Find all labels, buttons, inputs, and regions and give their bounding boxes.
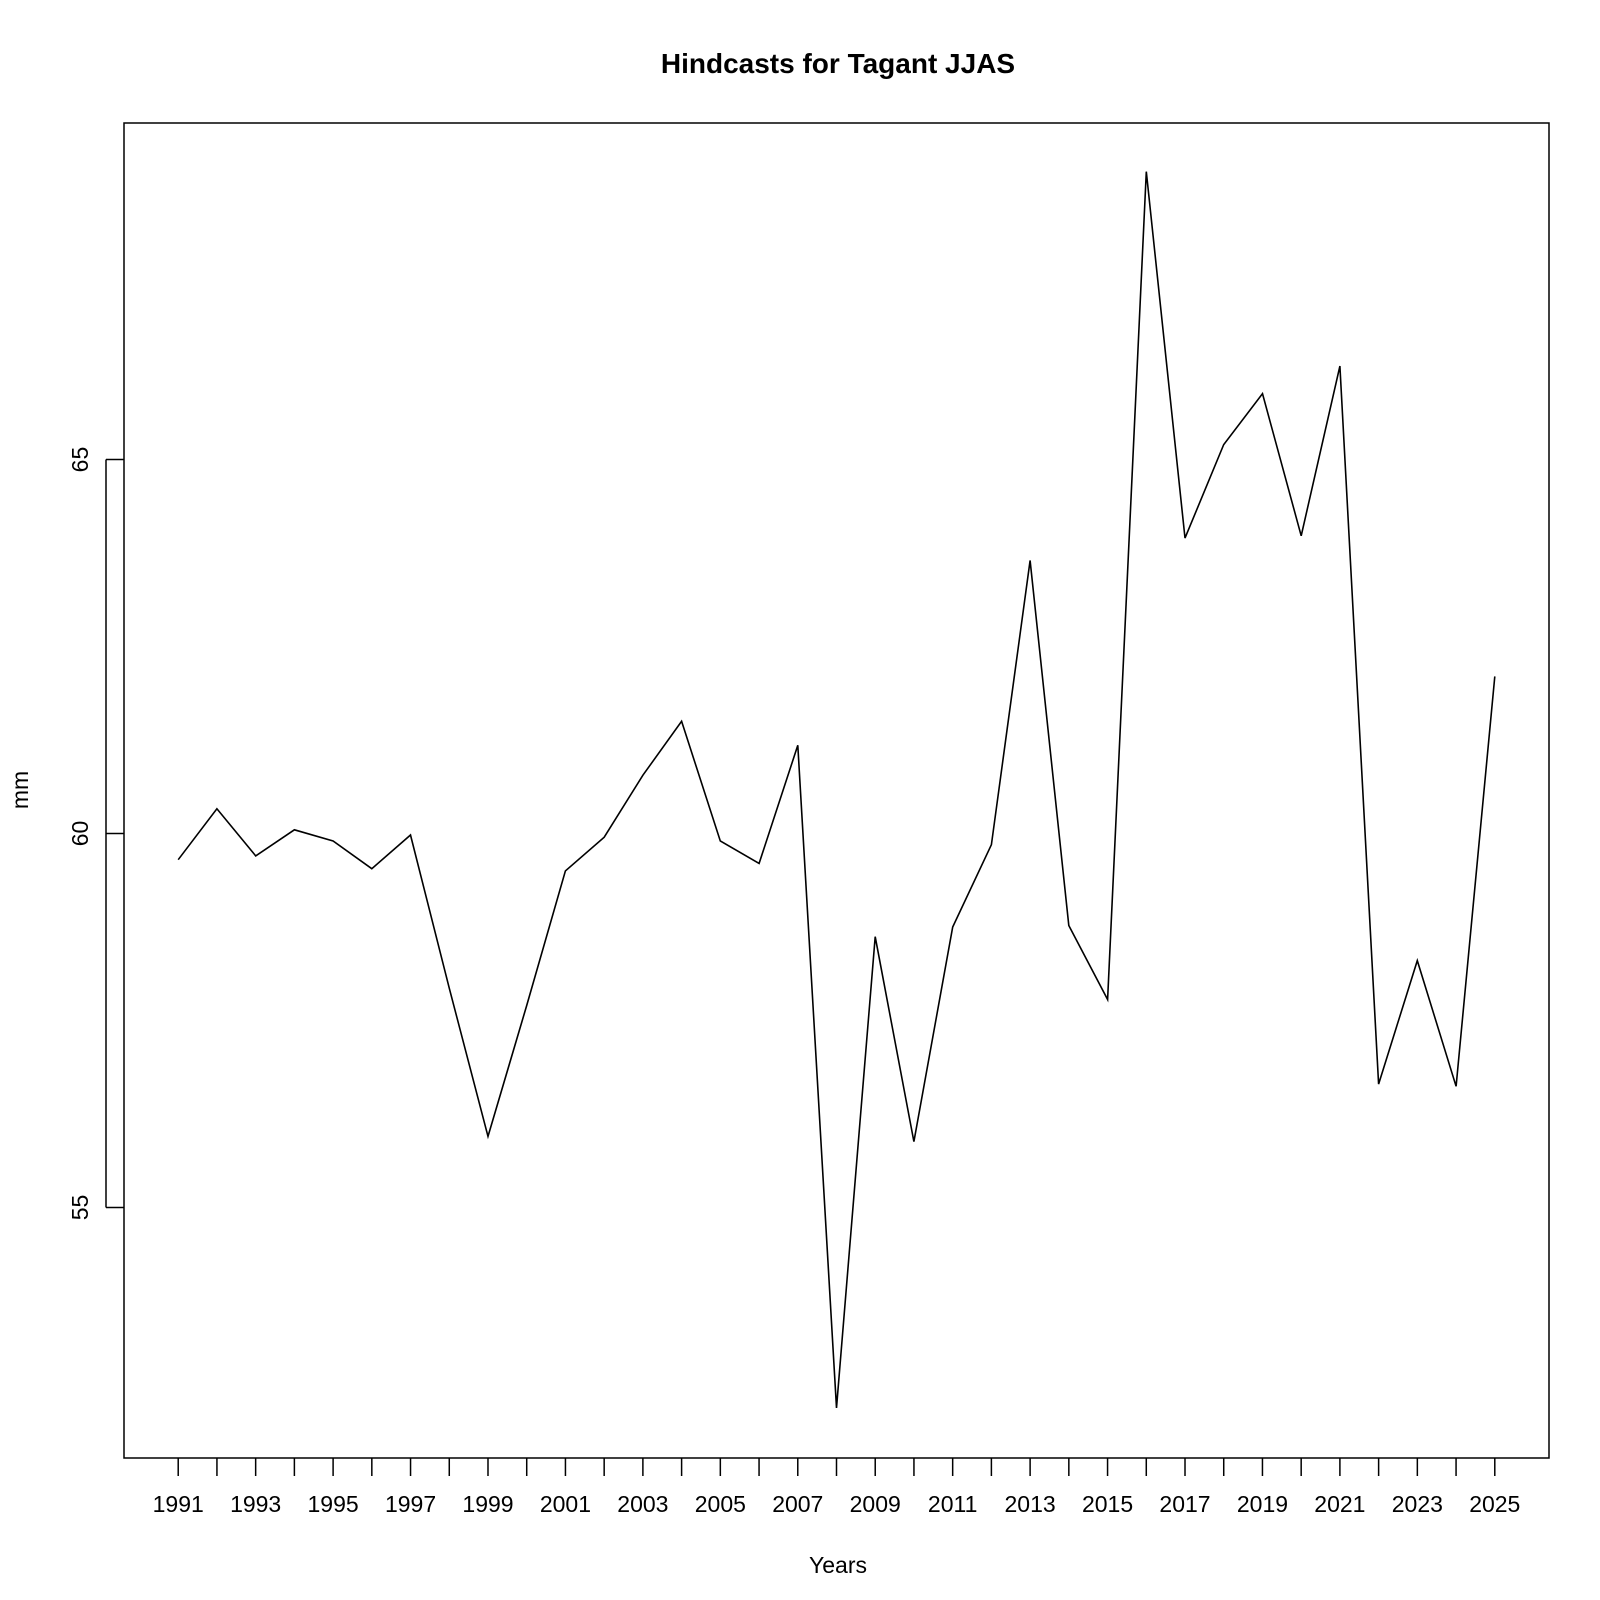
x-tick-label: 2003 (617, 1491, 668, 1517)
y-axis-label: mm (7, 771, 33, 809)
x-tick-label: 1997 (385, 1491, 436, 1517)
series-layer (177, 171, 1496, 1408)
x-tick-label: 2023 (1392, 1491, 1443, 1517)
chart-title: Hindcasts for Tagant JJAS (661, 48, 1015, 79)
y-axis: 55 60 65 (67, 447, 124, 1220)
x-tick-label: 2001 (540, 1491, 591, 1517)
x-tick-label: 2013 (1005, 1491, 1056, 1517)
y-tick-label: 60 (67, 821, 93, 847)
x-tick-label: 1999 (462, 1491, 513, 1517)
x-tick-label: 2019 (1237, 1491, 1288, 1517)
plot-frame (123, 122, 1550, 1459)
x-tick-label: 2009 (850, 1491, 901, 1517)
x-tick-label: 2011 (928, 1491, 977, 1517)
x-tick-label: 1993 (230, 1491, 281, 1517)
y-tick-label: 65 (67, 447, 93, 473)
series-line (177, 171, 1496, 1408)
x-tick-label: 2005 (695, 1491, 746, 1517)
x-axis-label: Years (809, 1552, 867, 1578)
x-tick-label: 2021 (1314, 1491, 1365, 1517)
y-tick-label: 55 (67, 1195, 93, 1221)
x-axis: 1991 1993 1995 1997 1999 2001 2003 2005 2007 2009… (153, 1458, 1520, 1517)
x-tick-label: 1991 (153, 1491, 204, 1517)
x-tick-label: 2015 (1082, 1491, 1133, 1517)
x-tick-label: 2017 (1159, 1491, 1210, 1517)
x-tick-label: 1995 (308, 1491, 359, 1517)
x-tick-label: 2025 (1469, 1491, 1520, 1517)
x-tick-label: 2007 (772, 1491, 823, 1517)
